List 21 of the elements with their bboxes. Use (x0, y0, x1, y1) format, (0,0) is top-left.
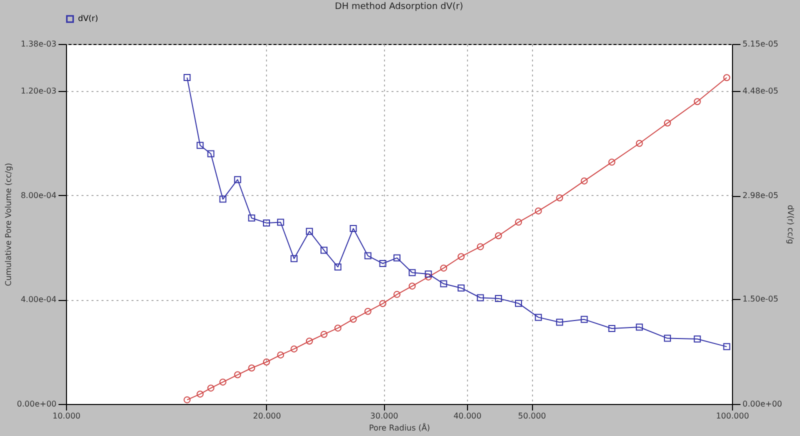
y2-tick-label: 1.50e-05 (742, 294, 778, 304)
y2-tick-label: 0.00e+00 (742, 400, 782, 408)
x-tick-label: 50.000 (518, 412, 546, 420)
y-tick-label: 1.20e-03 (20, 86, 56, 96)
x-tick-label: 10.000 (52, 412, 80, 420)
y2-tick-label: 4.48e-05 (742, 86, 778, 96)
y-tick-label: 0.00e+00 (16, 400, 56, 408)
y-axis-title: Cumulative Pore Volume (cc/g) (4, 162, 13, 286)
chart-title: DH method Adsorption dV(r) (334, 2, 464, 12)
y2-tick-label: 2.98e-05 (742, 191, 778, 200)
y-tick-label: 4.00e-04 (20, 295, 56, 304)
y-tick-label: 1.38e-03 (20, 40, 56, 48)
x-axis-title: Pore Radius (Å) (368, 422, 430, 432)
legend-label: dV(r) (78, 14, 98, 23)
y-tick-label: 8.00e-04 (20, 190, 56, 200)
x-tick-label: 30.000 (370, 412, 398, 420)
x-tick-label: 100.000 (716, 412, 750, 420)
x-tick-label: 40.000 (453, 412, 482, 420)
y2-axis-title: dV(r) cc/g (786, 204, 796, 244)
x-tick-label: 20.000 (252, 412, 281, 420)
y2-tick-label: 5.15e-05 (742, 40, 778, 48)
